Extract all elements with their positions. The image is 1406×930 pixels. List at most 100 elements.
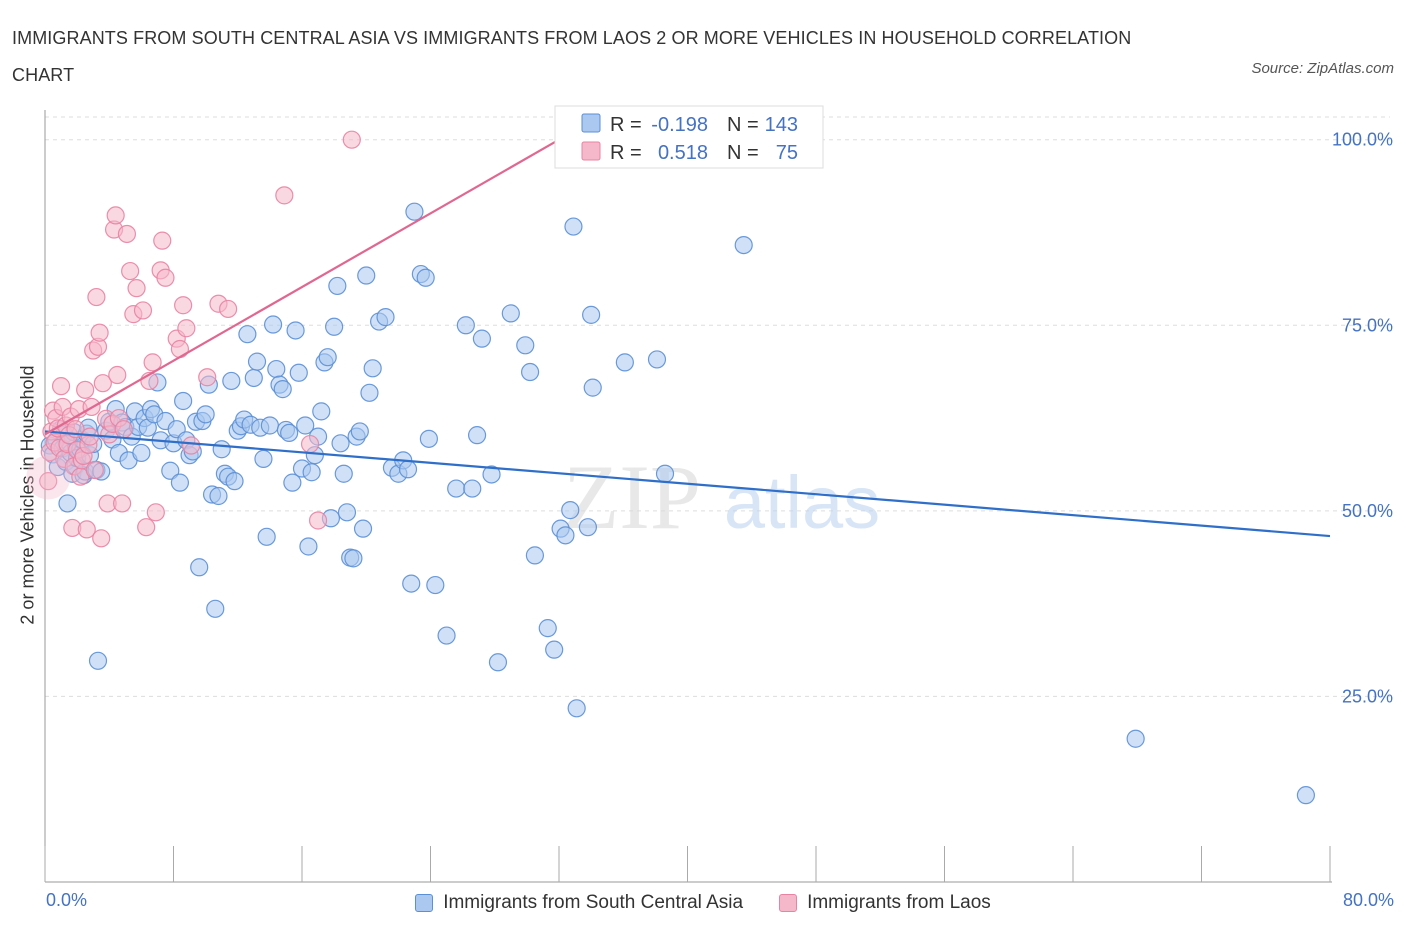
point-south-central-asia-124 bbox=[463, 479, 482, 498]
point-south-central-asia-145 bbox=[655, 464, 675, 483]
x-tick-label-max: 80.0% bbox=[1342, 890, 1394, 910]
y-tick-labels: 25.0% 50.0% 75.0% 100.0% bbox=[1332, 130, 1393, 707]
point-laos-65 bbox=[275, 186, 294, 205]
point-laos-48 bbox=[127, 279, 146, 298]
point-south-central-asia-100 bbox=[337, 503, 357, 522]
point-south-central-asia-131 bbox=[520, 362, 540, 382]
point-laos-49 bbox=[133, 301, 153, 320]
point-south-central-asia-76 bbox=[260, 416, 279, 435]
point-south-central-asia-77 bbox=[263, 315, 283, 334]
point-south-central-asia-139 bbox=[567, 699, 586, 718]
point-south-central-asia-89 bbox=[302, 463, 321, 482]
trend-lines bbox=[44, 138, 1331, 538]
point-south-central-asia-64 bbox=[222, 371, 241, 391]
point-laos-66 bbox=[300, 434, 320, 454]
point-south-central-asia-125 bbox=[467, 426, 487, 445]
stats-swatch-pink bbox=[581, 141, 601, 161]
point-south-central-asia-54 bbox=[190, 558, 209, 577]
point-south-central-asia-132 bbox=[525, 546, 545, 565]
point-laos-59 bbox=[174, 296, 193, 315]
point-south-central-asia-96 bbox=[325, 317, 344, 336]
point-south-central-asia-45 bbox=[161, 461, 180, 480]
stats-r-value-pink: 0.518 bbox=[658, 142, 708, 164]
point-south-central-asia-123 bbox=[456, 316, 475, 335]
point-laos-53 bbox=[146, 503, 165, 522]
point-south-central-asia-140 bbox=[578, 518, 598, 537]
grid-lines bbox=[45, 116, 1390, 697]
point-south-central-asia-115 bbox=[402, 574, 421, 593]
point-south-central-asia-110 bbox=[376, 308, 395, 327]
point-south-central-asia-37 bbox=[132, 443, 151, 463]
point-south-central-asia-92 bbox=[312, 402, 331, 421]
point-laos-50 bbox=[137, 518, 156, 537]
point-laos-33 bbox=[92, 529, 111, 548]
stats-r-label-blue: R = bbox=[610, 114, 642, 136]
point-south-central-asia-24 bbox=[88, 651, 108, 670]
stats-r-label-pink: R = bbox=[610, 142, 642, 164]
axes bbox=[44, 110, 1332, 883]
point-laos-46 bbox=[121, 261, 140, 281]
point-laos-45 bbox=[117, 224, 137, 244]
stats-n-value-pink: 75 bbox=[776, 142, 798, 164]
trend-line-south-central-asia bbox=[44, 430, 1331, 538]
point-south-central-asia-97 bbox=[328, 276, 347, 296]
stats-n-label-blue: N = bbox=[727, 114, 759, 136]
point-south-central-asia-143 bbox=[615, 353, 634, 372]
point-south-central-asia-106 bbox=[357, 266, 376, 285]
point-laos-44 bbox=[114, 420, 133, 439]
source-credit: Source: ZipAtlas.com bbox=[1251, 60, 1394, 77]
point-south-central-asia-83 bbox=[283, 473, 302, 492]
y-tick-label-50: 50.0% bbox=[1342, 501, 1393, 521]
point-south-central-asia-102 bbox=[344, 549, 363, 568]
point-south-central-asia-118 bbox=[416, 268, 435, 287]
point-laos-58 bbox=[170, 339, 190, 359]
point-south-central-asia-148 bbox=[1296, 786, 1316, 805]
point-laos-41 bbox=[108, 365, 127, 385]
point-south-central-asia-137 bbox=[561, 501, 580, 520]
point-south-central-asia-56 bbox=[196, 405, 215, 424]
point-south-central-asia-141 bbox=[582, 305, 601, 324]
point-south-central-asia-65 bbox=[225, 472, 244, 491]
point-south-central-asia-94 bbox=[318, 348, 337, 367]
series-laos bbox=[26, 130, 361, 548]
point-south-central-asia-8 bbox=[58, 494, 77, 513]
stats-r-value-blue: -0.198 bbox=[651, 114, 708, 136]
point-south-central-asia-82 bbox=[280, 423, 299, 443]
point-south-central-asia-146 bbox=[734, 236, 753, 255]
point-laos-43 bbox=[112, 494, 132, 513]
point-laos-30 bbox=[87, 287, 106, 307]
point-south-central-asia-147 bbox=[1126, 729, 1145, 748]
y-tick-label-25: 25.0% bbox=[1342, 686, 1393, 706]
legend-item-south-central-asia[interactable]: Immigrants from South Central Asia bbox=[415, 892, 743, 914]
point-south-central-asia-85 bbox=[289, 363, 308, 382]
point-south-central-asia-107 bbox=[360, 383, 379, 402]
point-south-central-asia-61 bbox=[212, 440, 231, 459]
y-tick-label-100: 100.0% bbox=[1332, 130, 1393, 150]
point-laos-cluster bbox=[26, 455, 71, 500]
point-south-central-asia-120 bbox=[426, 575, 445, 595]
point-laos-34 bbox=[93, 374, 112, 393]
legend-swatch-blue bbox=[415, 894, 434, 912]
point-laos-56 bbox=[156, 268, 175, 287]
point-south-central-asia-129 bbox=[501, 304, 520, 323]
point-south-central-asia-88 bbox=[299, 537, 318, 556]
point-laos-68 bbox=[342, 130, 361, 149]
stats-n-label-pink: N = bbox=[727, 142, 759, 164]
point-south-central-asia-48 bbox=[170, 473, 190, 492]
point-south-central-asia-126 bbox=[472, 329, 491, 348]
point-south-central-asia-104 bbox=[350, 422, 369, 441]
point-south-central-asia-130 bbox=[516, 336, 535, 355]
point-south-central-asia-60 bbox=[209, 486, 228, 506]
legend-item-laos[interactable]: Immigrants from Laos bbox=[779, 892, 991, 914]
legend: Immigrants from South Central Asia Immig… bbox=[0, 888, 1406, 918]
point-south-central-asia-74 bbox=[254, 449, 273, 468]
point-laos-40 bbox=[106, 206, 125, 225]
legend-label-laos: Immigrants from Laos bbox=[807, 892, 991, 913]
point-laos-32 bbox=[90, 323, 109, 342]
legend-swatch-pink bbox=[779, 894, 798, 912]
legend-label-south-central-asia: Immigrants from South Central Asia bbox=[443, 892, 744, 913]
point-south-central-asia-59 bbox=[206, 599, 225, 618]
point-south-central-asia-138 bbox=[564, 217, 583, 236]
point-laos-0 bbox=[39, 472, 58, 491]
point-south-central-asia-87 bbox=[296, 416, 315, 435]
